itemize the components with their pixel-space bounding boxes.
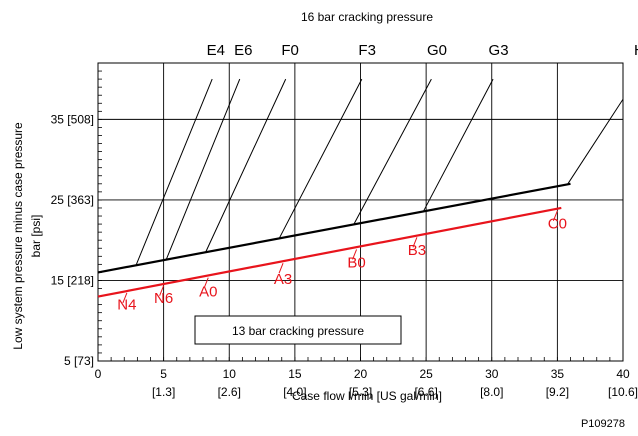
curve-label-g0: G0 bbox=[427, 42, 447, 59]
red-markers: N4 N6 A0 A3 B0 B3 C0 bbox=[117, 210, 567, 314]
curve-e6 bbox=[165, 78, 241, 260]
marker-tick-n4 bbox=[122, 292, 128, 304]
figure-id: P109278 bbox=[581, 418, 625, 430]
curve-label-e4: E4 bbox=[207, 42, 225, 59]
x-tick-sublabel: [9.2] bbox=[546, 385, 569, 399]
curve-g0 bbox=[353, 78, 432, 225]
curve-label-h0: H0 bbox=[634, 42, 638, 59]
marker-label-n4: N4 bbox=[117, 297, 136, 314]
x-tick-label: 15 bbox=[288, 367, 302, 381]
curve-g3 bbox=[423, 78, 494, 212]
annotation-box-label: 13 bar cracking pressure bbox=[232, 324, 364, 338]
x-tick-label: 40 bbox=[616, 367, 630, 381]
y-tick-label: 35 [508] bbox=[51, 112, 94, 126]
marker-label-c0: C0 bbox=[548, 215, 567, 232]
y-tick-label: 15 [218] bbox=[51, 273, 94, 287]
marker-label-b0: B0 bbox=[347, 255, 365, 272]
curve-f3 bbox=[278, 78, 363, 239]
x-tick-label: 5 bbox=[160, 367, 167, 381]
x-tick-label: 10 bbox=[223, 367, 237, 381]
marker-tick-a3 bbox=[278, 262, 284, 274]
x-tick-sublabel: [2.6] bbox=[218, 385, 241, 399]
marker-tick-b3 bbox=[412, 237, 418, 248]
y-ticks: 5 [73] 15 [218] 25 [363] 35 [508] bbox=[51, 112, 94, 368]
curve-f0 bbox=[205, 78, 287, 253]
curve-label-f3: F3 bbox=[358, 42, 376, 59]
chart-top-title: 16 bar cracking pressure bbox=[301, 10, 433, 24]
x-tick-sublabel: [5.3] bbox=[349, 385, 372, 399]
curve-h0 bbox=[567, 98, 623, 185]
x-tick-sublabel: [6.6] bbox=[414, 385, 437, 399]
y-axis-label-line2: bar [psi] bbox=[29, 215, 43, 258]
x-tick-sublabel: [8.0] bbox=[480, 385, 503, 399]
marker-label-b3: B3 bbox=[408, 242, 426, 259]
x-tick-sublabel: [10.6] bbox=[608, 385, 638, 399]
x-tick-label: 30 bbox=[485, 367, 499, 381]
x-ticks: 0 5 [1.3] 10 [2.6] 15 [4.0] 20 [5.3] 25 [6.6] 30 [8.… bbox=[95, 42, 638, 399]
marker-tick-n6 bbox=[159, 285, 165, 296]
curve-e4 bbox=[135, 78, 213, 266]
marker-label-a0: A0 bbox=[199, 284, 217, 301]
series-line-0 bbox=[97, 182, 571, 274]
top-curves bbox=[135, 78, 623, 266]
x-axis-label: Case flow l/min [US gal/min] bbox=[292, 389, 442, 403]
series-line-1 bbox=[97, 206, 562, 298]
x-tick-label: 35 bbox=[551, 367, 565, 381]
series-lines bbox=[97, 182, 571, 298]
marker-tick-a0 bbox=[203, 277, 209, 288]
y-tick-label: 5 [73] bbox=[64, 354, 94, 368]
y-tick-label: 25 [363] bbox=[51, 193, 94, 207]
annotation-box bbox=[194, 315, 402, 345]
x-tick-sublabel: [4.0] bbox=[283, 385, 306, 399]
x-tick-label: 25 bbox=[419, 367, 433, 381]
x-tick-label: 20 bbox=[354, 367, 368, 381]
y-axis-label-line1: Low system pressure minus case pressure bbox=[11, 122, 25, 350]
x-tick-label: 0 bbox=[95, 367, 102, 381]
marker-label-a3: A3 bbox=[274, 271, 292, 288]
grid bbox=[97, 62, 624, 362]
curve-label-e6: E6 bbox=[234, 42, 252, 59]
x-tick-sublabel: [1.3] bbox=[152, 385, 175, 399]
marker-tick-c0 bbox=[552, 210, 558, 221]
curve-label-f0: F0 bbox=[281, 42, 299, 59]
curve-label-g3: G3 bbox=[489, 42, 509, 59]
marker-tick-b0 bbox=[352, 249, 358, 260]
marker-label-n6: N6 bbox=[154, 290, 173, 307]
